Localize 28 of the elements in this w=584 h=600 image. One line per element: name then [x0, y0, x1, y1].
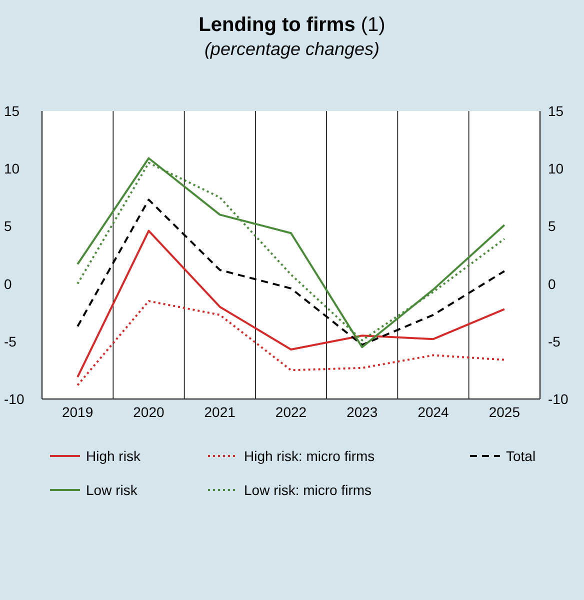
legend-label: Low risk: micro firms	[244, 482, 372, 498]
x-tick-label: 2019	[62, 404, 94, 420]
y-tick-label: 15	[4, 102, 20, 119]
x-tick-label: 2021	[204, 404, 236, 420]
y2-tick-label: -10	[548, 390, 568, 407]
line-series	[76, 230, 506, 378]
y-tick-label: 10	[4, 160, 20, 177]
legend-label: Total	[506, 448, 536, 464]
y-tick-label: 0	[4, 276, 12, 292]
x-tick-label: 2025	[488, 404, 520, 420]
y-tick-label: -5	[4, 333, 17, 350]
x-tick-label: 2020	[133, 404, 164, 420]
y2-tick-label: 5	[548, 218, 556, 234]
chart-subtitle: (percentage changes)	[203, 39, 381, 60]
y2-tick-label: 0	[548, 276, 556, 292]
legend-label: High risk: micro firms	[244, 448, 375, 464]
line-series	[76, 300, 506, 386]
chart-title: Lending to firms (1)	[198, 13, 386, 37]
x-tick-label: 2024	[418, 404, 450, 420]
x-tick-label: 2022	[275, 404, 307, 420]
legend-label: Low risk	[86, 482, 138, 498]
y2-tick-label: 10	[548, 160, 564, 177]
legend-label: High risk	[86, 448, 140, 464]
y-tick-label: -10	[4, 390, 24, 407]
y2-tick-label: 15	[548, 102, 564, 119]
y-tick-label: 5	[4, 218, 12, 234]
x-tick-label: 2023	[346, 404, 378, 420]
y2-tick-label: -5	[548, 333, 561, 350]
